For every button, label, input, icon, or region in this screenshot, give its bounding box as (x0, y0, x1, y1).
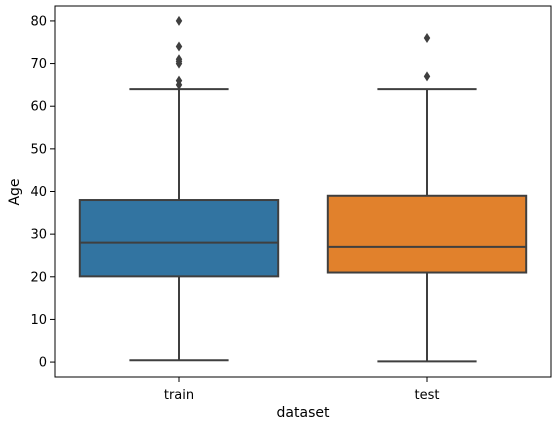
y-tick-label: 60 (30, 100, 47, 115)
y-tick-label: 70 (30, 57, 47, 72)
box-iqr (78, 199, 280, 278)
outlier-point (423, 32, 431, 43)
y-axis-ticks: 0 10 20 30 40 50 60 70 80 (30, 14, 55, 371)
axes-frame (54, 5, 552, 378)
y-tick-label: 80 (30, 14, 47, 29)
y-tick-label: 40 (30, 185, 47, 200)
outlier-point (175, 15, 183, 26)
box-iqr (326, 194, 528, 274)
outlier-point (175, 54, 183, 65)
outlier-point (175, 75, 183, 86)
y-tick-label: 30 (30, 228, 47, 243)
box-train (78, 15, 280, 362)
y-tick-label: 0 (39, 356, 47, 371)
y-axis-label: Age (7, 178, 23, 205)
outlier-point (175, 41, 183, 52)
y-tick-label: 10 (30, 313, 47, 328)
x-tick-label: train (164, 388, 194, 403)
outlier-point (423, 71, 431, 82)
y-tick-label: 20 (30, 270, 47, 285)
y-tick-label: 50 (30, 142, 47, 157)
x-tick-label: test (415, 388, 440, 403)
plot-area (78, 15, 528, 363)
x-axis-ticks: train test (164, 377, 440, 403)
x-axis-label: dataset (277, 405, 330, 421)
box-test (326, 32, 528, 363)
